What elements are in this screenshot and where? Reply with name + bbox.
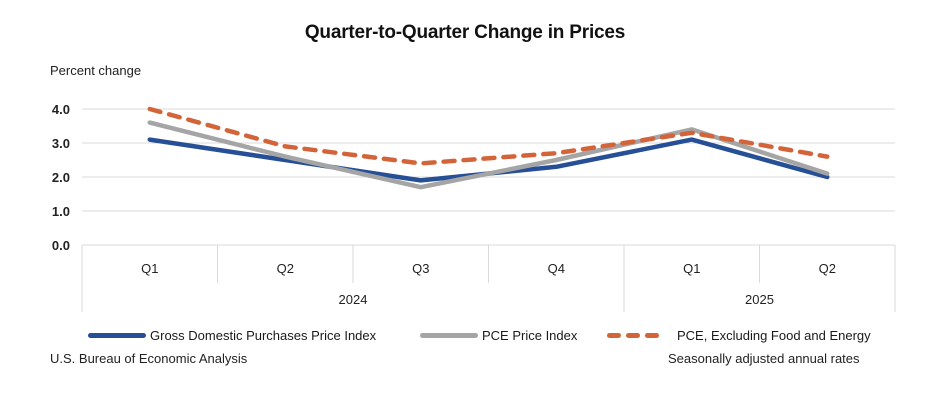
legend-swatch-solid-blue <box>88 332 146 338</box>
x-group-label: 2025 <box>745 292 774 307</box>
y-tick-label: 1.0 <box>52 204 70 219</box>
x-tick-label: Q4 <box>548 261 565 276</box>
legend-swatch-solid-gray <box>420 332 478 338</box>
series-lines <box>147 106 830 190</box>
x-tick-label: Q1 <box>141 261 158 276</box>
y-tick-label: 3.0 <box>52 136 70 151</box>
line-chart: 0.0 1.0 2.0 3.0 4.0 Q1 Q2 Q3 Q4 Q1 Q2 2024 2025 <box>52 102 896 312</box>
x-group-label: 2024 <box>339 292 368 307</box>
legend-item-pce-price-index: PCE Price Index <box>420 326 577 344</box>
gridlines <box>82 108 895 246</box>
legend-swatch-dashed-orange <box>607 332 665 338</box>
series-line-pce-excluding-food-and-energy <box>147 106 830 166</box>
x-tick-label: Q1 <box>683 261 700 276</box>
x-tick-label: Q2 <box>819 261 836 276</box>
y-tick-label: 2.0 <box>52 170 70 185</box>
legend-label: PCE Price Index <box>482 327 578 343</box>
legend: Gross Domestic Purchases Price Index PCE… <box>0 326 930 344</box>
x-axis: Q1 Q2 Q3 Q4 Q1 Q2 2024 2025 <box>81 245 896 312</box>
source-note: U.S. Bureau of Economic Analysis <box>50 351 248 366</box>
legend-label: PCE, Excluding Food and Energy <box>677 327 871 343</box>
y-tick-label: 0.0 <box>52 238 70 253</box>
rates-note: Seasonally adjusted annual rates <box>668 351 860 366</box>
legend-item-gdp-price-index: Gross Domestic Purchases Price Index <box>88 326 376 344</box>
legend-item-core-pce: PCE, Excluding Food and Energy <box>607 326 871 344</box>
x-tick-label: Q2 <box>277 261 294 276</box>
x-tick-label: Q3 <box>412 261 429 276</box>
y-axis-ticks: 0.0 1.0 2.0 3.0 4.0 <box>52 102 70 253</box>
legend-label: Gross Domestic Purchases Price Index <box>150 327 377 343</box>
chart-title: Quarter-to-Quarter Change in Prices <box>304 22 626 43</box>
y-tick-label: 4.0 <box>52 102 70 117</box>
y-axis-label: Percent change <box>50 63 142 78</box>
